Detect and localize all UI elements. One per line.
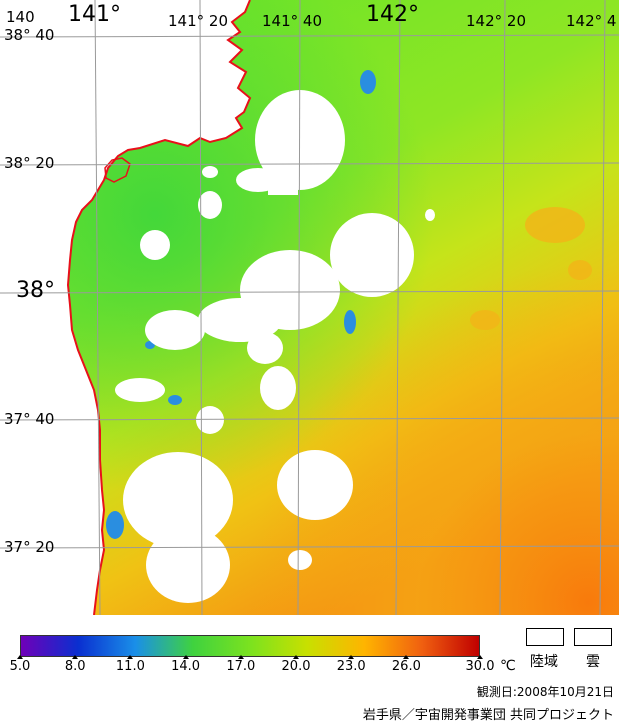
warm-patches [470,207,592,330]
island-outline [104,157,131,183]
temperature-color-bar [20,635,480,657]
color-bar-tick-mark [348,655,355,659]
land-legend-swatch [526,628,564,646]
land-area [0,0,250,615]
color-bar-tick-mark [477,655,483,659]
project-credit: 岩手県／宇宙開発事業団 共同プロジェクト [362,708,614,723]
color-bar-tick-label: 8.0 [64,659,86,674]
color-bar-tick-mark [237,655,244,659]
lat-label-37-40: 37° 40 [4,410,55,428]
lon-label-141: 141° [68,2,121,27]
color-bar-tick-mark [17,655,23,659]
observation-date: 観測日:2008年10月21日 [476,685,614,699]
temperature-unit: ℃ [500,658,516,674]
color-bar-tick-label: 5.0 [9,659,31,674]
lat-label-38-40: 38° 40 [4,26,55,44]
cloud-legend-swatch [574,628,612,646]
color-bar-tick-label: 20.0 [281,659,311,674]
color-bar-tick-label: 17.0 [226,659,256,674]
lon-label-140: 140 [6,8,35,26]
color-bar-tick-mark [293,655,299,659]
coastline [66,0,252,615]
lon-label-141-20: 141° 20 [168,12,228,30]
lon-label-141-40: 141° 40 [262,12,322,30]
land-legend-label: 陸域 [530,654,558,670]
color-bar-tick-label: 14.0 [171,659,201,674]
lon-label-142: 142° [366,2,419,27]
lon-label-142-20: 142° 20 [466,12,526,30]
color-bar-tick-label: 11.0 [115,659,145,674]
lat-label-37-20: 37° 20 [4,538,55,556]
color-bar-tick-mark [403,655,410,659]
graticule [0,0,619,615]
color-bar-tick-mark [182,655,189,659]
color-bar-tick-label: 23.0 [336,659,366,674]
sea-surface-temperature-map [0,0,619,615]
lat-label-38-20: 38° 20 [4,154,55,172]
color-bar-tick-label: 26.0 [391,659,421,674]
cloud-legend-label: 雲 [586,654,600,670]
color-bar-tick-mark [127,655,134,659]
lon-label-142-40: 142° 4 [566,12,617,30]
color-bar-tick-mark [72,655,79,659]
color-bar-tick-label: 30.0 [465,659,495,674]
lat-label-38: 38° [16,278,55,303]
